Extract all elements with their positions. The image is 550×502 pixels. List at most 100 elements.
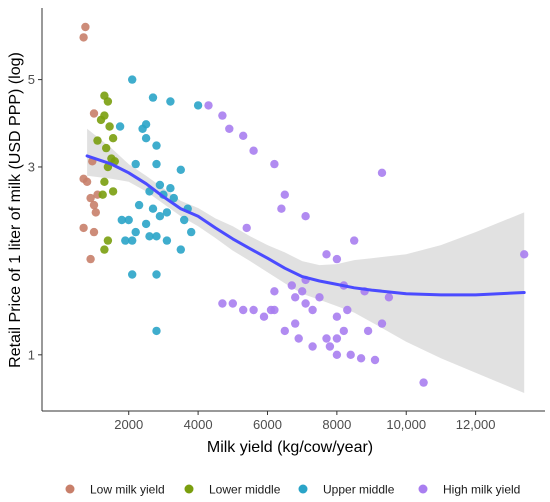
data-point — [287, 281, 296, 290]
confidence-band-layer — [87, 128, 525, 394]
confidence-band — [87, 128, 525, 394]
x-tick-label: 4000 — [184, 417, 213, 432]
data-point — [96, 115, 106, 125]
y-axis-title: Retail Price of 1 liter of milk (USD PPP… — [7, 52, 24, 368]
data-point — [103, 236, 113, 245]
data-point — [117, 215, 127, 225]
data-point — [294, 334, 303, 343]
series-upper-middle — [115, 75, 203, 336]
data-point — [89, 109, 99, 118]
data-point — [166, 184, 175, 193]
data-point — [86, 254, 95, 264]
data-point — [298, 287, 307, 296]
data-point — [239, 305, 248, 315]
data-point — [249, 146, 258, 155]
data-point — [155, 180, 165, 190]
data-point — [176, 165, 185, 174]
x-tick-label: 12,000 — [456, 417, 496, 432]
x-axis-title: Milk yield (kg/cow/year) — [207, 439, 373, 456]
data-point — [218, 111, 227, 120]
data-point — [82, 177, 92, 186]
data-point — [322, 334, 331, 343]
legend-key — [298, 484, 308, 494]
legend-key — [65, 484, 75, 494]
data-point — [166, 97, 175, 106]
data-point — [169, 193, 178, 203]
data-point — [128, 270, 137, 279]
data-point — [131, 159, 140, 169]
data-point — [148, 204, 158, 213]
data-point — [270, 305, 279, 315]
data-point — [332, 312, 342, 321]
data-point — [308, 342, 317, 351]
y-tick-label: 3 — [28, 159, 35, 174]
data-point — [79, 33, 88, 42]
data-point — [152, 326, 161, 336]
series-low-milk-yield — [79, 22, 102, 264]
data-point — [162, 236, 172, 245]
legend: Low milk yield Lower middle Upper middle Hi… — [65, 483, 520, 497]
data-point — [350, 236, 359, 245]
data-point — [270, 159, 279, 169]
data-point — [325, 342, 335, 351]
legend-item: Upper middle — [298, 483, 395, 497]
data-point — [249, 305, 258, 315]
data-point — [370, 355, 380, 365]
data-point — [115, 122, 125, 131]
data-point — [270, 287, 279, 296]
data-point — [332, 254, 342, 264]
data-point — [155, 212, 165, 221]
data-point — [280, 190, 289, 199]
data-point — [187, 227, 196, 237]
legend-item: Low milk yield — [65, 483, 165, 497]
data-point — [98, 190, 107, 199]
data-point — [86, 193, 95, 203]
data-point — [102, 143, 111, 153]
data-point — [332, 350, 342, 359]
legend-label: Upper middle — [323, 483, 395, 497]
data-point — [89, 200, 99, 210]
data-point — [301, 299, 310, 308]
data-point — [180, 215, 189, 225]
data-point — [152, 232, 161, 241]
data-point — [520, 250, 529, 259]
data-point — [108, 134, 118, 143]
data-point — [91, 208, 101, 217]
x-tick-label: 8000 — [322, 417, 351, 432]
data-point — [141, 134, 151, 143]
data-point — [100, 177, 109, 186]
data-point — [108, 187, 118, 196]
data-point — [152, 159, 161, 169]
series-high-milk-yield — [204, 101, 529, 387]
data-point — [100, 245, 109, 254]
x-tick-label: 2000 — [114, 417, 143, 432]
data-point — [291, 319, 300, 328]
data-point — [204, 101, 213, 110]
data-point — [242, 223, 251, 233]
data-point — [138, 124, 147, 133]
data-point — [356, 354, 366, 363]
data-point — [339, 326, 348, 336]
data-point — [105, 122, 114, 131]
legend-label: Lower middle — [209, 483, 281, 497]
data-point — [259, 312, 269, 321]
data-point — [280, 326, 289, 336]
data-point — [81, 22, 90, 32]
data-point — [301, 212, 310, 221]
data-point — [322, 250, 331, 259]
x-tick-label: 10,000 — [386, 417, 426, 432]
y-tick-label: 5 — [28, 72, 35, 87]
data-point — [134, 200, 144, 210]
legend-key — [184, 484, 194, 494]
data-point — [124, 215, 133, 225]
data-point — [121, 236, 130, 245]
data-point — [291, 293, 300, 302]
legend-item: High milk yield — [418, 483, 520, 497]
data-point — [131, 227, 140, 237]
data-point — [228, 299, 237, 308]
data-point — [89, 227, 99, 237]
data-point — [128, 236, 137, 245]
data-point — [93, 136, 102, 145]
data-point — [377, 319, 387, 328]
data-point — [148, 93, 158, 102]
